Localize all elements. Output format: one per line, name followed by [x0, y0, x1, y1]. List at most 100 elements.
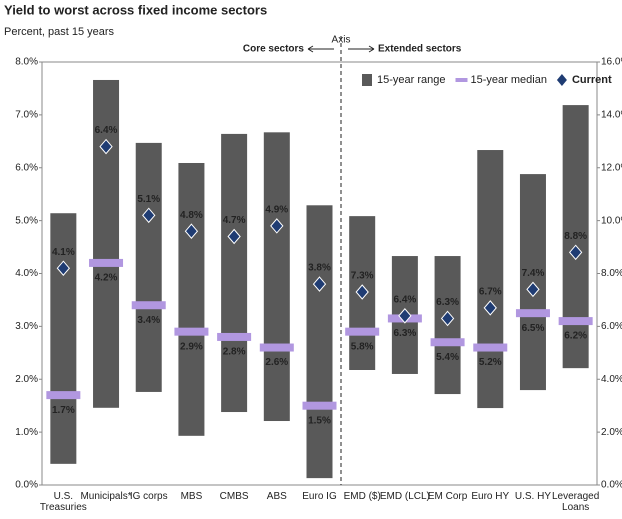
- current-mark: [270, 218, 284, 234]
- median-mark: [131, 301, 166, 310]
- range-bar: [50, 213, 77, 464]
- median-mark: [302, 401, 337, 410]
- current-label: 6.3%: [436, 297, 459, 308]
- y-tick-label: 3.0%: [15, 321, 38, 332]
- current-mark: [355, 284, 369, 300]
- range-bar: [263, 132, 290, 422]
- median-mark: [174, 327, 209, 336]
- current-label: 6.4%: [393, 294, 416, 305]
- y-tick-label: 4.0%: [15, 268, 38, 279]
- current-label: 6.7%: [479, 287, 502, 298]
- chart-title: Yield to worst across fixed income secto…: [4, 2, 267, 17]
- x-tick-label: ABS: [266, 491, 287, 502]
- current-label: 8.8%: [564, 231, 587, 242]
- y2-tick-label: 12.0%: [601, 162, 622, 173]
- current-label: 3.8%: [308, 263, 331, 274]
- group-label: Core sectors: [243, 44, 305, 55]
- median-label: 4.2%: [95, 273, 118, 284]
- median-mark: [473, 343, 508, 352]
- legend-label: Current: [572, 74, 612, 86]
- current-mark: [526, 281, 540, 298]
- x-tick-label: Leveraged Loans: [552, 491, 600, 513]
- current-mark: [568, 244, 583, 261]
- median-mark: [515, 309, 550, 318]
- range-bar: [135, 142, 162, 392]
- y2-tick-label: 0.0%: [601, 480, 622, 491]
- current-mark: [227, 228, 241, 245]
- x-tick-label: U.S. Treasuries: [39, 491, 87, 513]
- arrow: [348, 45, 375, 53]
- x-tick-label: IG corps: [129, 491, 168, 502]
- y-tick-label: 5.0%: [15, 215, 38, 226]
- current-label: 4.8%: [180, 210, 203, 221]
- axis-note: Axis: [332, 35, 351, 46]
- y2-tick-label: 16.0%: [601, 57, 622, 68]
- current-mark: [483, 300, 497, 316]
- median-label: 3.4%: [137, 315, 160, 326]
- current-mark: [440, 310, 455, 327]
- median-label: 1.7%: [52, 405, 75, 416]
- x-tick-label: Euro HY: [471, 491, 510, 502]
- current-label: 5.1%: [137, 194, 160, 205]
- legend-label: 15-year median: [471, 74, 547, 86]
- current-mark: [56, 260, 71, 276]
- y-tick-label: 0.0%: [15, 480, 38, 491]
- median-label: 2.6%: [265, 357, 288, 368]
- median-label: 6.3%: [393, 328, 416, 339]
- x-tick-label: U.S. HY: [514, 491, 552, 502]
- y2-tick-label: 2.0%: [601, 427, 622, 438]
- median-label: 6.5%: [522, 323, 545, 334]
- legend-label: 15-year range: [377, 74, 446, 86]
- median-label: 5.2%: [479, 357, 502, 368]
- y-tick-label: 7.0%: [15, 110, 38, 121]
- legend-swatch: [455, 78, 468, 82]
- x-tick-label: EMD ($): [343, 491, 381, 502]
- median-mark: [217, 332, 252, 341]
- x-tick-label: CMBS: [219, 491, 249, 502]
- y2-tick-label: 8.0%: [601, 268, 622, 279]
- median-mark: [46, 391, 81, 400]
- current-label: 4.1%: [52, 247, 75, 258]
- range-bar: [306, 205, 333, 479]
- x-tick-label: Municipals*: [80, 491, 132, 502]
- current-label: 7.4%: [522, 268, 545, 279]
- range-bar: [221, 133, 248, 413]
- y-tick-label: 2.0%: [15, 374, 38, 385]
- current-label: 4.7%: [223, 215, 246, 226]
- y2-tick-label: 10.0%: [601, 215, 622, 226]
- median-mark: [558, 317, 593, 326]
- median-label: 6.2%: [564, 331, 587, 342]
- current-mark: [398, 308, 412, 324]
- median-mark: [345, 327, 380, 336]
- median-label: 2.9%: [180, 341, 203, 352]
- y2-tick-label: 4.0%: [601, 374, 622, 385]
- legend-swatch: [362, 74, 372, 86]
- median-mark: [259, 343, 294, 352]
- arrow: [307, 45, 334, 53]
- legend-swatch: [556, 74, 567, 86]
- median-mark: [430, 338, 465, 347]
- current-label: 6.4%: [95, 125, 118, 136]
- x-tick-label: EMD (LCL): [379, 491, 430, 502]
- y-tick-label: 6.0%: [15, 162, 38, 173]
- median-label: 1.5%: [308, 415, 331, 426]
- current-mark: [99, 138, 113, 155]
- x-tick-label: Euro IG: [302, 491, 337, 502]
- group-label: Extended sectors: [378, 44, 462, 55]
- chart-subtitle: Percent, past 15 years: [4, 26, 115, 38]
- median-label: 5.8%: [351, 341, 374, 352]
- current-label: 4.9%: [265, 205, 288, 216]
- y2-tick-label: 6.0%: [601, 321, 622, 332]
- y-tick-label: 1.0%: [15, 427, 38, 438]
- median-mark: [89, 258, 124, 267]
- range-bar: [477, 150, 504, 409]
- y2-tick-label: 14.0%: [601, 110, 622, 121]
- range-bar: [178, 162, 205, 436]
- x-tick-label: EM Corp: [427, 491, 468, 502]
- median-label: 5.4%: [436, 352, 459, 363]
- current-mark: [142, 207, 156, 224]
- y-tick-label: 8.0%: [15, 57, 38, 68]
- range-bar: [93, 79, 120, 408]
